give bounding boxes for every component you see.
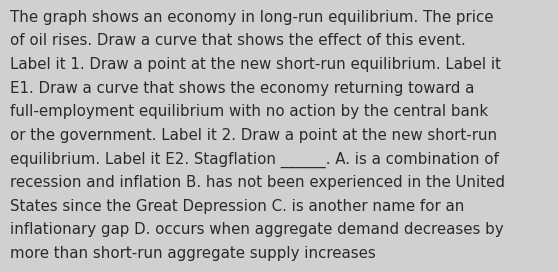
Text: or the government. Label it 2. Draw a point at the new short-run: or the government. Label it 2. Draw a po… (10, 128, 497, 143)
Text: E1. Draw a curve that shows the economy returning toward a: E1. Draw a curve that shows the economy … (10, 81, 474, 95)
Text: inflationary gap D. occurs when aggregate demand decreases by: inflationary gap D. occurs when aggregat… (10, 222, 504, 237)
Text: recession and inflation B. has not been experienced in the United: recession and inflation B. has not been … (10, 175, 505, 190)
Text: The graph shows an economy in long-run equilibrium. The price: The graph shows an economy in long-run e… (10, 10, 493, 24)
Text: equilibrium. Label it E2. Stagflation ______. A. is a combination of: equilibrium. Label it E2. Stagflation __… (10, 152, 499, 168)
Text: more than short-run aggregate supply increases: more than short-run aggregate supply inc… (10, 246, 376, 261)
Text: of oil rises. Draw a curve that shows the effect of this event.: of oil rises. Draw a curve that shows th… (10, 33, 466, 48)
Text: full-employment equilibrium with no action by the central bank: full-employment equilibrium with no acti… (10, 104, 488, 119)
Text: States since the Great Depression C. is another name for an: States since the Great Depression C. is … (10, 199, 464, 214)
Text: Label it 1. Draw a point at the new short-run equilibrium. Label it: Label it 1. Draw a point at the new shor… (10, 57, 501, 72)
